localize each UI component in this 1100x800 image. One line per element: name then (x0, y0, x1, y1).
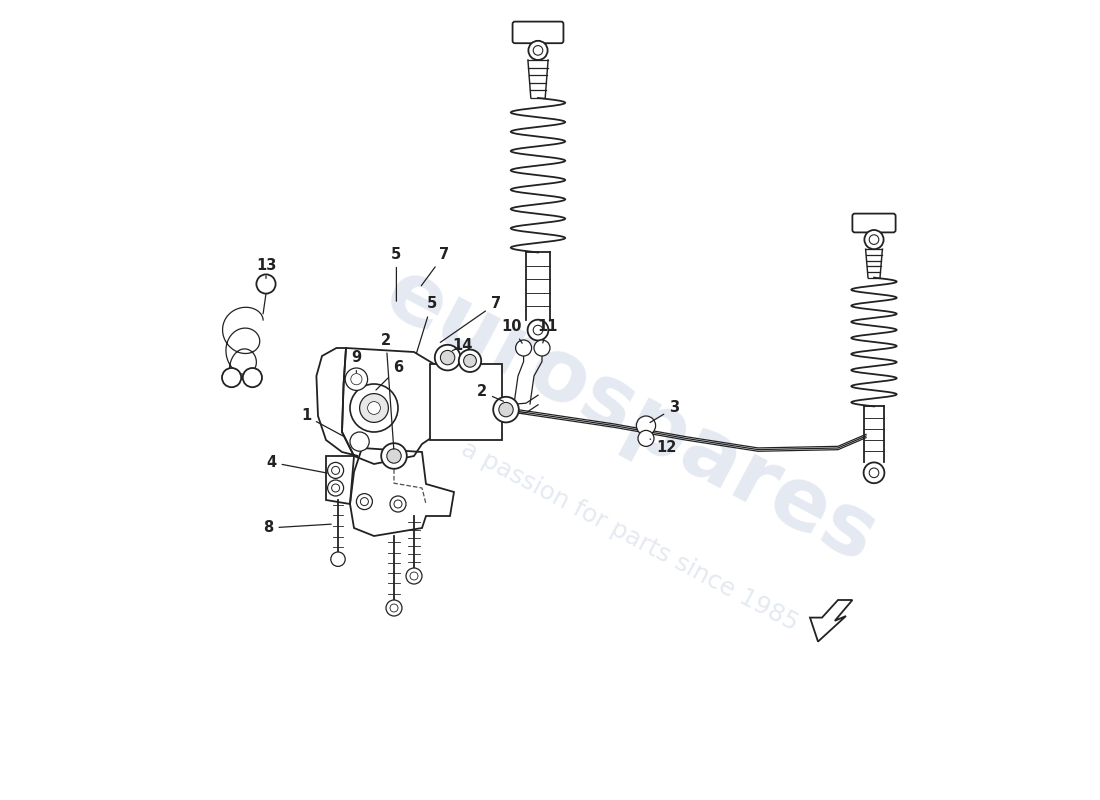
Circle shape (516, 340, 531, 356)
Circle shape (440, 350, 454, 365)
Circle shape (463, 354, 476, 367)
Circle shape (222, 368, 241, 387)
Circle shape (865, 230, 883, 250)
Text: 5: 5 (392, 247, 402, 302)
Text: 7: 7 (440, 297, 500, 342)
Text: 7: 7 (421, 247, 450, 286)
Text: 4: 4 (266, 455, 328, 473)
Text: 13: 13 (256, 258, 276, 278)
Circle shape (434, 345, 461, 370)
FancyBboxPatch shape (852, 214, 895, 232)
FancyBboxPatch shape (513, 22, 563, 43)
Circle shape (243, 368, 262, 387)
Circle shape (382, 443, 407, 469)
Circle shape (367, 402, 381, 414)
Text: 12: 12 (650, 439, 676, 455)
Circle shape (528, 320, 549, 341)
Circle shape (360, 394, 388, 422)
Circle shape (356, 494, 373, 510)
Circle shape (493, 397, 519, 422)
Circle shape (328, 480, 343, 496)
Circle shape (528, 41, 548, 60)
Circle shape (331, 552, 345, 566)
Circle shape (637, 416, 656, 435)
Circle shape (387, 449, 402, 463)
Text: 11: 11 (538, 319, 558, 343)
Circle shape (256, 274, 276, 294)
Circle shape (638, 430, 654, 446)
Text: 2: 2 (381, 333, 394, 450)
Circle shape (534, 340, 550, 356)
FancyBboxPatch shape (430, 364, 502, 440)
Text: 3: 3 (650, 401, 679, 422)
Circle shape (350, 432, 370, 451)
Circle shape (386, 600, 402, 616)
Text: 6: 6 (376, 361, 403, 390)
Text: 2: 2 (477, 385, 504, 402)
Circle shape (864, 462, 884, 483)
Circle shape (406, 568, 422, 584)
Text: 8: 8 (263, 521, 331, 535)
Text: 9: 9 (351, 350, 362, 373)
Circle shape (328, 462, 343, 478)
Text: eurospares: eurospares (370, 251, 890, 581)
Circle shape (459, 350, 481, 372)
Text: 14: 14 (452, 338, 472, 353)
Circle shape (345, 368, 367, 390)
Text: 1: 1 (301, 409, 343, 436)
Text: a passion for parts since 1985: a passion for parts since 1985 (458, 437, 803, 635)
Circle shape (498, 402, 514, 417)
Circle shape (390, 496, 406, 512)
Text: 5: 5 (417, 297, 437, 354)
Circle shape (350, 384, 398, 432)
Text: 10: 10 (502, 319, 522, 343)
